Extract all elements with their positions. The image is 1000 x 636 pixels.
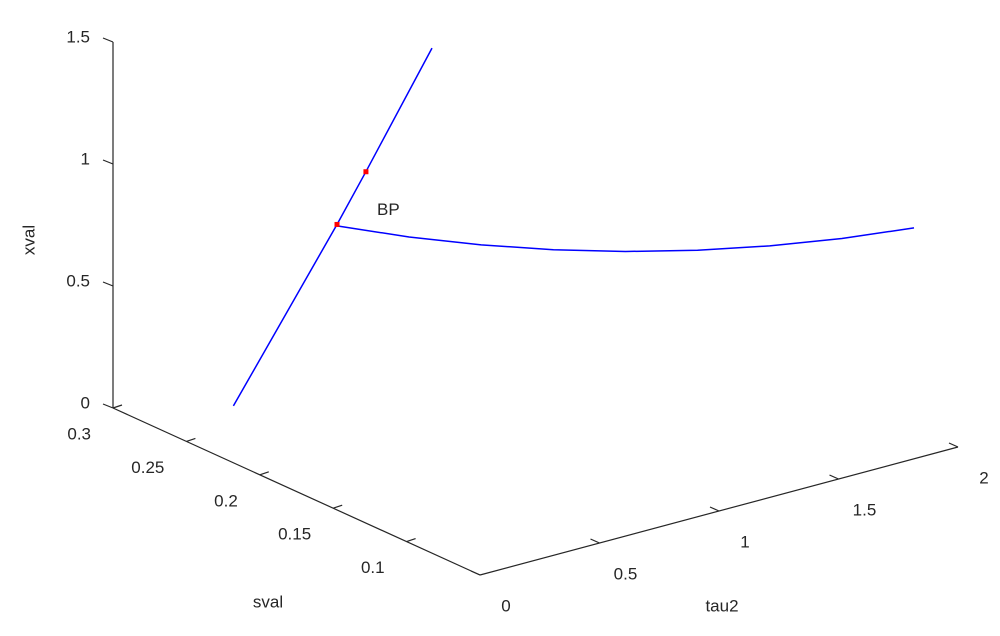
y-tick [259, 471, 269, 476]
y-axis-label: sval [253, 592, 283, 611]
z-tick-label: 1.5 [66, 27, 90, 46]
y-tick [186, 437, 196, 442]
y-axis [112, 407, 481, 576]
x-tick [590, 538, 600, 544]
z-tick [102, 281, 114, 287]
x-tick-label: 0 [501, 596, 510, 615]
x-tick [948, 442, 959, 448]
z-tick-label: 0.5 [66, 271, 90, 290]
x-tick [829, 474, 839, 480]
y-tick-label: 0.1 [361, 558, 385, 577]
z-tick [102, 37, 114, 43]
x-tick [470, 570, 481, 576]
y-tick [333, 504, 343, 509]
line [336, 225, 915, 253]
x-tick [709, 506, 720, 512]
x-tick-label: 2 [979, 468, 988, 487]
x-tick-label: 0.5 [614, 564, 638, 583]
z-tick [102, 159, 114, 165]
special-point [334, 221, 340, 227]
y-tick-label: 0.3 [67, 424, 91, 443]
z-axis-label: xval [19, 225, 38, 255]
x-tick-label: 1 [740, 532, 749, 551]
x-axis-label: tau2 [705, 596, 738, 615]
z-tick-label: 1 [81, 149, 90, 168]
y-tick [406, 538, 416, 543]
x-tick-label: 1.5 [853, 500, 877, 519]
y-tick-label: 0.15 [278, 525, 311, 544]
y-tick-label: 0.2 [214, 491, 238, 510]
z-tick-label: 0 [81, 393, 90, 412]
y-tick-label: 0.25 [131, 458, 164, 477]
line [232, 47, 433, 407]
annotation: BP [377, 200, 400, 219]
y-tick [112, 404, 123, 409]
z-tick [102, 403, 114, 409]
special-point [363, 169, 369, 175]
